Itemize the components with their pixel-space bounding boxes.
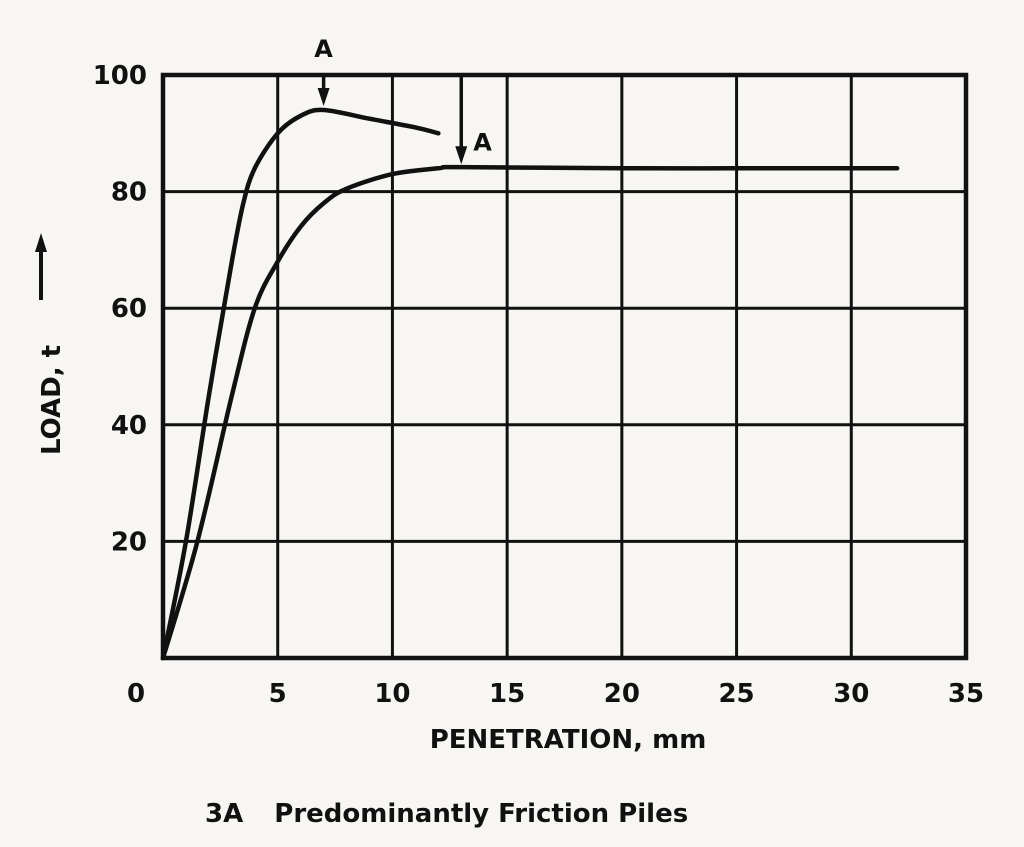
- annotation-marker-a-1: A: [314, 35, 333, 106]
- y-tick-label: 80: [111, 178, 147, 208]
- y-tick-label: 20: [111, 527, 147, 557]
- x-tick-label: 15: [489, 679, 525, 709]
- y-tick-label: 40: [111, 411, 147, 441]
- annotation-label: A: [314, 35, 333, 63]
- x-tick-label: 0: [127, 679, 145, 709]
- arrowhead-icon: [455, 146, 468, 165]
- x-tick-label: 35: [948, 679, 984, 709]
- y-axis-arrow-icon: [35, 233, 47, 300]
- plot-border: [160, 72, 969, 661]
- annotations: AA: [314, 35, 492, 165]
- y-tick-label: 100: [93, 61, 147, 91]
- figure-caption: 3A Predominantly Friction Piles: [205, 799, 688, 829]
- y-axis-title-text: LOAD, t: [37, 345, 67, 455]
- caption-number: 3A: [205, 799, 243, 829]
- x-tick-label: 20: [604, 679, 640, 709]
- x-tick-label: 5: [269, 679, 287, 709]
- annotation-label: A: [473, 128, 492, 156]
- series-line-2: [160, 164, 900, 661]
- arrowhead-icon: [317, 87, 330, 106]
- y-tick-labels: 20 40 60 80 100: [93, 61, 147, 557]
- caption-text: Predominantly Friction Piles: [274, 799, 688, 829]
- y-axis-title: LOAD, t: [37, 345, 67, 455]
- series-line-1: [160, 107, 441, 661]
- svg-text:3A Predominantly Frictio: 3A Predominantly Friction Piles: [205, 799, 688, 829]
- plot-frame: [160, 72, 969, 661]
- grid: [163, 75, 966, 658]
- x-tick-label: 10: [374, 679, 410, 709]
- data-series: [160, 107, 900, 661]
- x-tick-labels: 0 5 10 15 20 25 30 35: [127, 679, 984, 709]
- y-tick-label: 60: [111, 294, 147, 324]
- annotation-marker-a-2: A: [455, 75, 492, 165]
- x-tick-label: 25: [718, 679, 754, 709]
- x-axis-title: PENETRATION, mm: [430, 725, 707, 755]
- x-tick-label: 30: [833, 679, 869, 709]
